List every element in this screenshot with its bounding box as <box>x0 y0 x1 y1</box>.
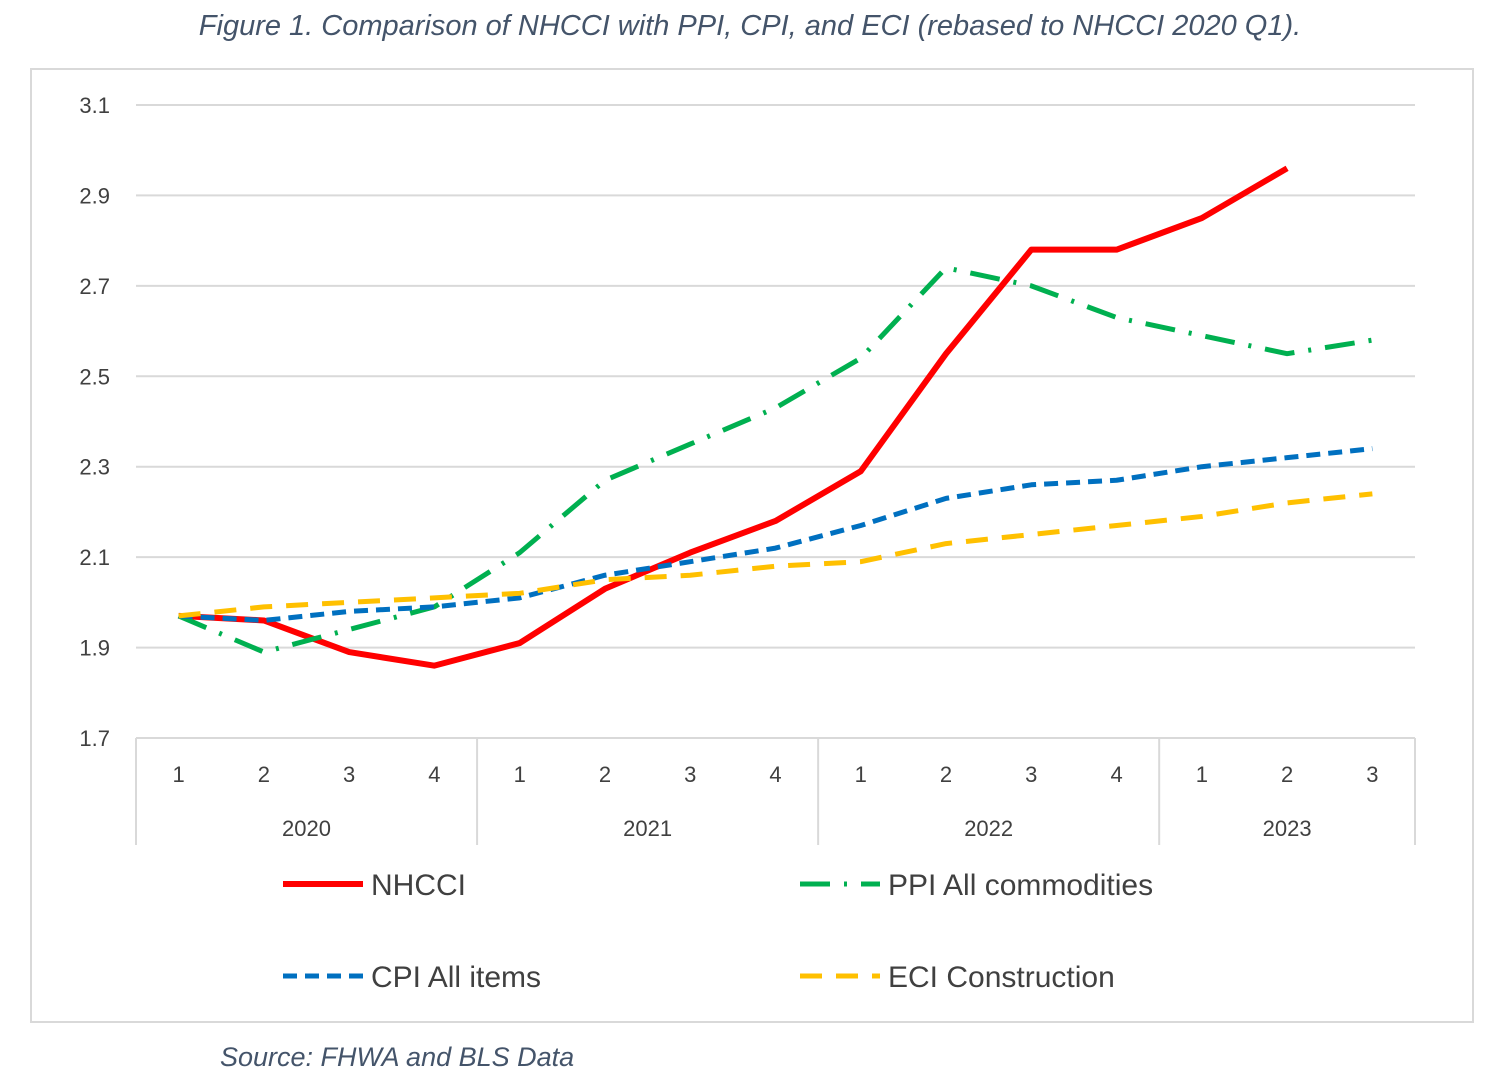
x-tick-label: 1 <box>1196 762 1208 787</box>
x-tick-label: 3 <box>684 762 696 787</box>
x-tick-label: 4 <box>1110 762 1122 787</box>
y-tick-label: 2.3 <box>79 455 110 480</box>
x-tick-label: 3 <box>1025 762 1037 787</box>
source-note: Source: FHWA and BLS Data <box>220 1042 575 1072</box>
x-tick-label: 4 <box>428 762 440 787</box>
series-line-eci-construction <box>178 491 1373 619</box>
x-tick-label: 2 <box>258 762 270 787</box>
legend-label: PPI All commodities <box>888 869 1153 902</box>
x-tick-label: 1 <box>855 762 867 787</box>
year-label: 2020 <box>282 816 331 841</box>
year-label: 2022 <box>964 816 1013 841</box>
y-tick-label: 2.9 <box>79 183 110 208</box>
x-tick-label: 2 <box>599 762 611 787</box>
series-line-ppi-all-commodities <box>177 265 1373 655</box>
y-tick-label: 1.7 <box>79 726 110 751</box>
x-tick-label: 4 <box>769 762 781 787</box>
x-tick-label: 2 <box>1281 762 1293 787</box>
legend-label: NHCCI <box>371 869 466 902</box>
x-tick-label: 1 <box>514 762 526 787</box>
series-line-cpi-all-items <box>178 446 1373 623</box>
y-tick-label: 3.1 <box>79 93 110 118</box>
legend-label: ECI Construction <box>888 961 1115 994</box>
y-tick-label: 1.9 <box>79 636 110 661</box>
year-label: 2021 <box>623 816 672 841</box>
x-tick-label: 3 <box>1366 762 1378 787</box>
x-tick-label: 1 <box>173 762 185 787</box>
legend-label: CPI All items <box>371 961 541 994</box>
x-tick-label: 2 <box>940 762 952 787</box>
y-tick-label: 2.1 <box>79 545 110 570</box>
chart-frame <box>30 68 1474 1023</box>
x-tick-label: 3 <box>343 762 355 787</box>
series-line-nhcci <box>178 165 1289 669</box>
y-tick-label: 2.7 <box>79 274 110 299</box>
chart-title: Figure 1. Comparison of NHCCI with PPI, … <box>198 10 1302 42</box>
year-label: 2023 <box>1263 816 1312 841</box>
y-tick-label: 2.5 <box>79 364 110 389</box>
